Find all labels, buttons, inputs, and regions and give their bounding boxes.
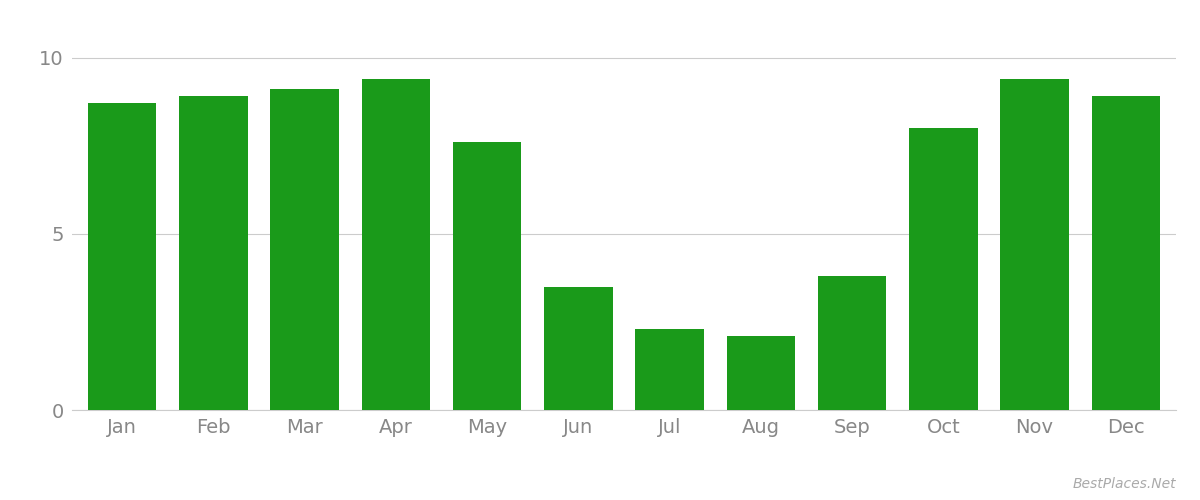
Bar — [544, 286, 612, 410]
Bar — [179, 96, 247, 410]
Bar — [1092, 96, 1160, 410]
Text: BestPlaces.Net: BestPlaces.Net — [1073, 476, 1176, 490]
Bar — [1001, 79, 1069, 410]
Bar — [270, 90, 338, 410]
Bar — [818, 276, 887, 410]
Bar — [636, 329, 704, 410]
Bar — [727, 336, 796, 410]
Bar — [452, 142, 521, 410]
Bar — [88, 104, 156, 410]
Bar — [361, 79, 430, 410]
Bar — [910, 128, 978, 410]
